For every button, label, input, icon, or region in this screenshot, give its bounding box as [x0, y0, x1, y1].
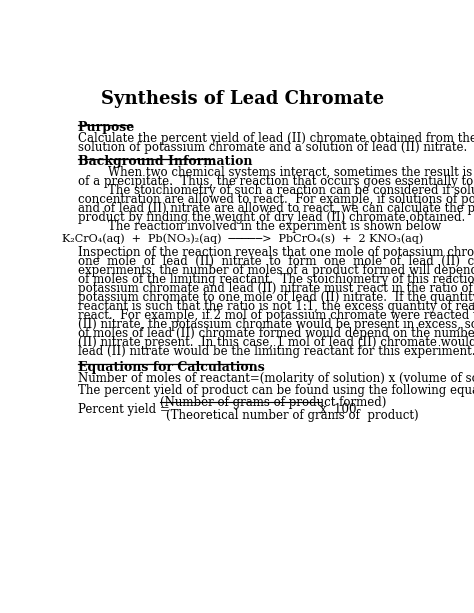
Text: Equations for Calculations: Equations for Calculations	[78, 360, 264, 373]
Text: reactant is such that the ratio is not 1:1, the excess quantity of reactant will: reactant is such that the ratio is not 1…	[78, 300, 474, 313]
Text: The stoichiometry of such a reaction can be considered if solutions of known: The stoichiometry of such a reaction can…	[78, 184, 474, 197]
Text: of moles of the limiting reactant.  The stoichiometry of this reaction is such t: of moles of the limiting reactant. The s…	[78, 273, 474, 286]
Text: and of lead (II) nitrate are allowed to react, we can calculate the percent yiel: and of lead (II) nitrate are allowed to …	[78, 202, 474, 215]
Text: (II) nitrate, the potassium chromate would be present in excess, so that the num: (II) nitrate, the potassium chromate wou…	[78, 318, 474, 331]
Text: Number of moles of reactant=(molarity of solution) x (volume of solution in lite: Number of moles of reactant=(molarity of…	[78, 372, 474, 386]
Text: of a precipitate.  Thus, the reaction that occurs goes essentially to completion: of a precipitate. Thus, the reaction tha…	[78, 175, 474, 188]
Text: Inspection of the reaction reveals that one mole of potassium chromate reacts wi: Inspection of the reaction reveals that …	[78, 246, 474, 259]
Text: lead (II) nitrate would be the limiting reactant for this experiment.: lead (II) nitrate would be the limiting …	[78, 345, 474, 358]
Text: solution of potassium chromate and a solution of lead (II) nitrate.: solution of potassium chromate and a sol…	[78, 140, 467, 154]
Text: potassium chromate to one mole of lead (II) nitrate.  If the quantity of either: potassium chromate to one mole of lead (…	[78, 291, 474, 304]
Text: one  mole  of  lead  (II)  nitrate  to  form  one  mole  of  lead  (II)  chromat: one mole of lead (II) nitrate to form on…	[78, 255, 474, 268]
Text: Percent yield =: Percent yield =	[78, 403, 169, 416]
Text: Synthesis of Lead Chromate: Synthesis of Lead Chromate	[101, 90, 384, 108]
Text: (Theoretical number of grams of  product): (Theoretical number of grams of product)	[166, 409, 419, 422]
Text: react.  For example, if 2 mol of potassium chromate were reacted with 1 mol of l: react. For example, if 2 mol of potassiu…	[78, 309, 474, 322]
Text: (Number of grams of product formed): (Number of grams of product formed)	[160, 396, 387, 409]
Text: experiments, the number of moles of a product formed will depend on the number: experiments, the number of moles of a pr…	[78, 264, 474, 277]
Text: Calculate the percent yield of lead (II) chromate obtained from the reaction of : Calculate the percent yield of lead (II)…	[78, 132, 474, 145]
Text: Background Information: Background Information	[78, 155, 252, 168]
Text: potassium chromate and lead (II) nitrate must react in the ratio of one mole of: potassium chromate and lead (II) nitrate…	[78, 282, 474, 295]
Text: x  100: x 100	[320, 403, 356, 416]
Text: K₂CrO₄(aq)  +  Pb(NO₃)₂(aq)  ─────>  PbCrO₄(s)  +  2 KNO₃(aq): K₂CrO₄(aq) + Pb(NO₃)₂(aq) ─────> PbCrO₄(…	[62, 234, 424, 244]
Text: When two chemical systems interact, sometimes the result is the formation: When two chemical systems interact, some…	[78, 166, 474, 179]
Text: (II) nitrate present.  In this case, 1 mol of lead (II) chromate would be formed: (II) nitrate present. In this case, 1 mo…	[78, 336, 474, 349]
Text: concentration are allowed to react.  For example, if solutions of potassium chro: concentration are allowed to react. For …	[78, 193, 474, 206]
Text: Purpose: Purpose	[78, 121, 135, 134]
Text: product by finding the weight of dry lead (II) chromate obtained.: product by finding the weight of dry lea…	[78, 211, 465, 224]
Text: of moles of lead (II) chromate formed would depend on the number moles of lead: of moles of lead (II) chromate formed wo…	[78, 327, 474, 340]
Text: The percent yield of product can be found using the following equation: The percent yield of product can be foun…	[78, 384, 474, 397]
Text: The reaction involved in the experiment is shown below: The reaction involved in the experiment …	[78, 220, 441, 233]
